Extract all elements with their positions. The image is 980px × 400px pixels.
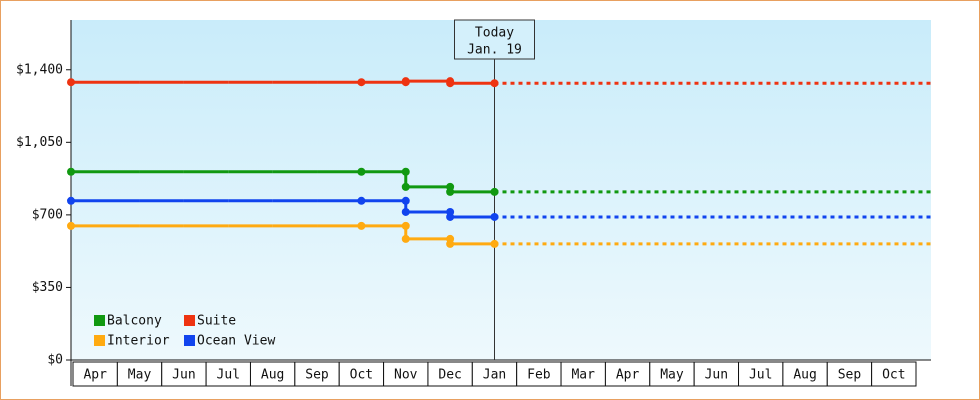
x-tick-label: Jul	[217, 368, 240, 383]
x-tick-label: Jun	[705, 368, 728, 383]
x-tick-label: Apr	[83, 368, 107, 383]
point	[67, 167, 75, 176]
legend-swatch	[184, 335, 195, 346]
x-tick-label: Jan	[483, 368, 506, 383]
x-cell	[604, 361, 651, 387]
point	[357, 78, 366, 87]
legend-swatch	[184, 315, 195, 326]
x-cell	[294, 361, 340, 387]
y-tick-label: $700	[32, 207, 63, 222]
x-tick-label: Mar	[571, 368, 595, 383]
point	[446, 182, 455, 191]
y-tick-label: $1,400	[16, 62, 63, 77]
x-tick-label: Oct	[350, 368, 373, 383]
point	[401, 207, 410, 216]
x-tick-label: Jun	[172, 368, 195, 383]
today-label: Today	[475, 26, 514, 41]
legend-swatch	[94, 315, 105, 326]
plot-area	[71, 20, 931, 360]
x-tick-label: Nov	[394, 368, 418, 383]
y-tick-label: $1,050	[16, 135, 63, 150]
point	[446, 207, 455, 216]
x-cell	[738, 361, 784, 387]
y-tick-label: $0	[47, 353, 63, 368]
x-cell	[205, 361, 251, 387]
y-tick-label: $350	[32, 280, 63, 295]
point	[401, 196, 410, 205]
point	[67, 196, 75, 205]
point	[67, 221, 75, 230]
x-tick-label: Jul	[749, 368, 772, 383]
point	[446, 234, 455, 243]
legend-label: Balcony	[107, 314, 162, 329]
x-cell	[871, 361, 917, 387]
x-tick-label: Aug	[261, 368, 284, 383]
x-cell	[427, 361, 473, 387]
x-cell	[249, 361, 296, 387]
point	[446, 77, 455, 86]
point	[490, 212, 499, 221]
x-tick-label: May	[128, 368, 152, 383]
point	[401, 182, 410, 191]
legend-label: Ocean View	[197, 334, 275, 349]
today-date: Jan. 19	[467, 43, 522, 58]
point	[490, 239, 499, 248]
point	[401, 167, 410, 176]
point	[490, 79, 499, 88]
legend-label: Interior	[107, 334, 170, 349]
x-cell	[649, 361, 695, 387]
point	[490, 187, 499, 196]
point	[401, 234, 410, 243]
x-tick-label: May	[660, 368, 684, 383]
x-cell	[516, 361, 562, 387]
point	[401, 78, 410, 87]
point	[357, 221, 366, 230]
x-cell	[161, 361, 207, 387]
point	[357, 167, 366, 176]
legend-swatch	[94, 335, 105, 346]
x-tick-label: Dec	[438, 368, 461, 383]
x-tick-label: Oct	[882, 368, 905, 383]
point	[357, 196, 366, 205]
x-tick-label: Aug	[793, 368, 816, 383]
x-cell	[72, 361, 118, 387]
x-tick-label: Apr	[616, 368, 640, 383]
x-cell	[782, 361, 828, 387]
x-tick-label: Feb	[527, 368, 551, 383]
x-cell	[116, 361, 163, 387]
today-box	[454, 19, 535, 60]
x-tick-label: Sep	[305, 368, 329, 383]
x-tick-label: Sep	[838, 368, 862, 383]
legend-label: Suite	[197, 314, 236, 329]
point	[401, 221, 410, 230]
point	[67, 78, 75, 87]
